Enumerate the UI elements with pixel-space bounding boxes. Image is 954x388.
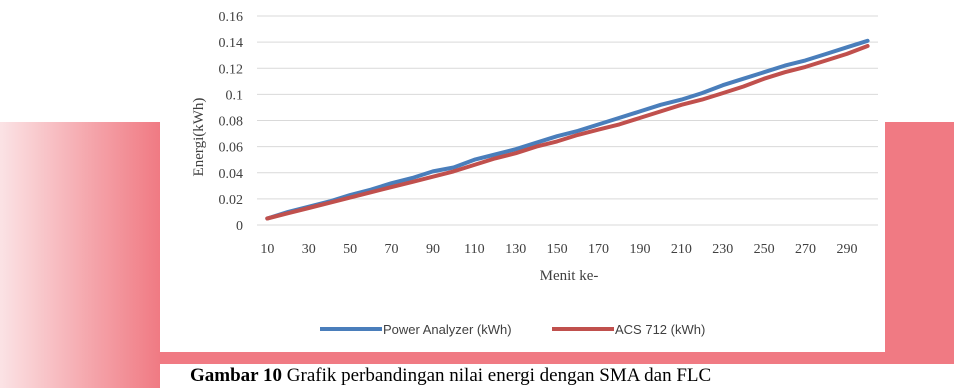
series-line-power-analyzer [265, 38, 870, 221]
y-tick-labels: 0 0.02 0.04 0.06 0.08 0.1 0.12 0.14 0.16 [219, 10, 244, 234]
y-tick-label: 0.02 [219, 193, 244, 208]
x-tick-label: 150 [547, 242, 568, 257]
x-tick-label: 290 [836, 242, 857, 257]
y-tick-label: 0.04 [219, 167, 244, 182]
x-tick-label: 110 [464, 242, 484, 257]
legend-label: ACS 712 (kWh) [615, 322, 705, 337]
x-tick-label: 70 [385, 242, 399, 257]
x-axis-title: Menit ke- [540, 268, 599, 284]
x-tick-label: 250 [754, 242, 775, 257]
background-band-fade [0, 122, 160, 388]
x-tick-label: 30 [302, 242, 316, 257]
y-tick-label: 0.12 [219, 62, 244, 77]
x-tick-label: 190 [629, 242, 650, 257]
y-axis-title: Energi(kWh) [191, 98, 207, 177]
x-tick-label: 230 [712, 242, 733, 257]
chart-panel: 0 0.02 0.04 0.06 0.08 0.1 0.12 0.14 0.16 10 30 50 7… [160, 0, 885, 352]
legend: Power Analyzer (kWh) ACS 712 (kWh) [320, 322, 705, 337]
legend-label: Power Analyzer (kWh) [383, 322, 512, 337]
caption-label: Gambar 10 [190, 365, 283, 386]
y-tick-label: 0.06 [219, 141, 244, 156]
x-tick-label: 50 [343, 242, 357, 257]
x-tick-label: 130 [505, 242, 526, 257]
x-tick-labels: 10 30 50 70 90 110 130 150 170 190 210 230 250 270 290 [260, 242, 857, 257]
y-tick-label: 0.16 [219, 10, 244, 25]
y-tick-label: 0.08 [219, 115, 244, 130]
x-tick-label: 10 [260, 242, 274, 257]
x-tick-label: 210 [671, 242, 692, 257]
x-tick-label: 270 [795, 242, 816, 257]
y-tick-label: 0.1 [226, 88, 244, 103]
energy-line-chart: 0 0.02 0.04 0.06 0.08 0.1 0.12 0.14 0.16 10 30 50 7… [191, 10, 878, 337]
x-tick-label: 170 [588, 242, 609, 257]
figure-caption: Gambar 10 Grafik perbandingan nilai ener… [160, 364, 954, 388]
y-tick-label: 0 [236, 219, 243, 234]
caption-text: Grafik perbandingan nilai energi dengan … [282, 365, 712, 386]
series-lines [265, 38, 870, 221]
x-tick-label: 90 [426, 242, 440, 257]
series-line-acs-712 [265, 44, 870, 221]
y-tick-label: 0.14 [219, 36, 244, 51]
